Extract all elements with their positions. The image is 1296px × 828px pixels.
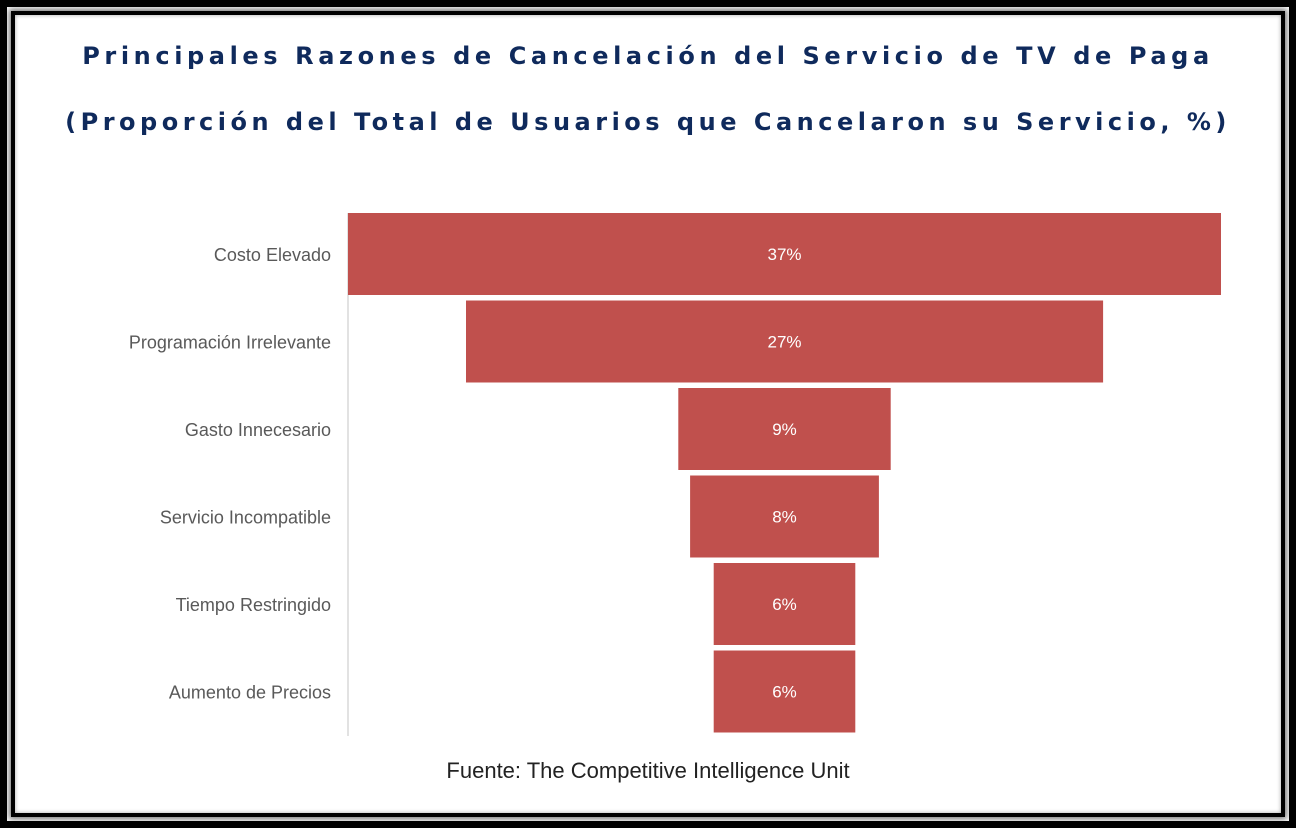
data-label: 27% (767, 333, 801, 352)
category-label: Tiempo Restringido (176, 595, 331, 615)
data-label: 8% (772, 508, 797, 527)
data-label: 37% (767, 245, 801, 264)
funnel-bar (466, 300, 1104, 383)
category-label: Aumento de Precios (169, 683, 331, 703)
data-label: 9% (772, 420, 797, 439)
category-label: Costo Elevado (214, 245, 331, 265)
funnel-bar (713, 650, 856, 733)
funnel-bar (713, 563, 856, 645)
inner-frame (11, 11, 1285, 817)
data-label: 6% (772, 683, 797, 702)
funnel-bar (690, 475, 879, 558)
category-label: Gasto Innecesario (185, 420, 331, 440)
category-label: Programación Irrelevante (129, 333, 331, 353)
category-label: Servicio Incompatible (160, 508, 331, 528)
funnel-bar (678, 388, 891, 470)
source-note: Fuente: The Competitive Intelligence Uni… (446, 758, 850, 783)
data-label: 6% (772, 595, 797, 614)
chart-title: Principales Razones de Cancelación del S… (82, 42, 1214, 70)
chart-subtitle: (Proporción del Total de Usuarios que Ca… (65, 108, 1231, 136)
funnel-bar (348, 213, 1221, 295)
